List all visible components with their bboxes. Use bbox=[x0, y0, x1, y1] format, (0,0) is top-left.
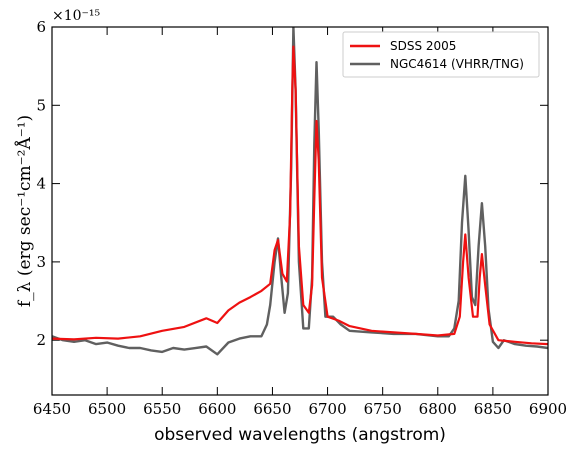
series-group bbox=[52, 27, 548, 356]
x-tick-label: 6600 bbox=[198, 400, 236, 418]
legend: SDSS 2005 NGC4614 (VHRR/TNG) bbox=[342, 31, 540, 78]
x-tick-label: 6500 bbox=[88, 400, 126, 418]
x-tick-label: 6900 bbox=[529, 400, 567, 418]
x-tick-label: 6650 bbox=[253, 400, 291, 418]
x-tick-label: 6450 bbox=[33, 400, 71, 418]
x-tick-label: 6700 bbox=[308, 400, 346, 418]
x-tick-label: 6750 bbox=[364, 400, 402, 418]
y-axis-label: f_λ (erg sec⁻¹cm⁻²Å⁻¹) bbox=[14, 115, 35, 307]
x-tick-label: 6850 bbox=[474, 400, 512, 418]
y-tick-label: 2 bbox=[36, 331, 46, 349]
x-tick-label: 6550 bbox=[143, 400, 181, 418]
y-tick-label: 6 bbox=[36, 18, 46, 36]
series-line-sdss-2005 bbox=[52, 45, 548, 346]
y-tick-label: 3 bbox=[36, 253, 46, 271]
y-tick-label: 5 bbox=[36, 96, 46, 114]
x-axis-label: observed wavelengths (angstrom) bbox=[154, 425, 446, 445]
legend-label-ngc: NGC4614 (VHRR/TNG) bbox=[390, 57, 524, 71]
y-scale-label: ×10⁻¹⁵ bbox=[52, 8, 101, 24]
ticks-group: 6450 6500 6550 6600 6650 6700 6750 6800 6850 6900… bbox=[33, 18, 567, 418]
legend-box bbox=[342, 31, 540, 78]
plot-frame bbox=[51, 26, 549, 396]
legend-label-sdss: SDSS 2005 bbox=[390, 39, 456, 53]
y-tick-label: 4 bbox=[36, 175, 46, 193]
series-line-ngc4614 bbox=[52, 27, 548, 356]
x-tick-label: 6800 bbox=[419, 400, 457, 418]
